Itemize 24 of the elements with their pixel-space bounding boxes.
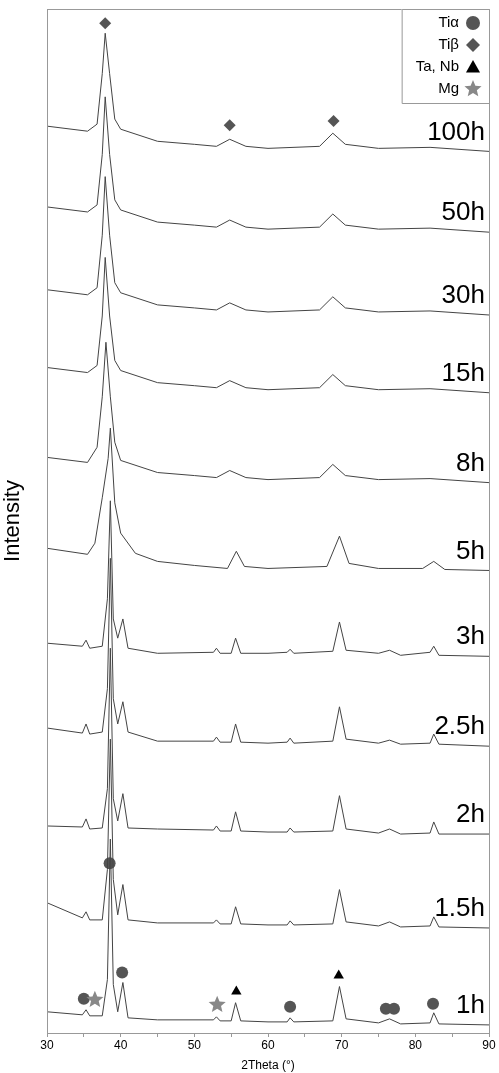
legend-label: Tiβ bbox=[438, 35, 460, 53]
x-tick-label: 80 bbox=[408, 1037, 423, 1052]
y-axis-title: Intensity bbox=[0, 480, 25, 562]
series-label: 5h bbox=[456, 534, 485, 565]
series-label: 2.5h bbox=[434, 710, 485, 741]
x-tick-label: 60 bbox=[261, 1037, 275, 1052]
x-axis-title: 2Theta (°) bbox=[241, 1058, 295, 1073]
series-label: 100h bbox=[427, 115, 485, 146]
legend-label: Ta, Nb bbox=[415, 57, 459, 75]
series-label: 8h bbox=[456, 446, 485, 477]
series-label: 15h bbox=[441, 356, 485, 387]
x-tick-label: 30 bbox=[40, 1037, 54, 1052]
series-label: 50h bbox=[441, 196, 485, 227]
series-label: 1.5h bbox=[434, 892, 485, 923]
legend-label: Mg bbox=[438, 79, 459, 97]
series-label: 3h bbox=[456, 620, 485, 651]
legend-label: Tiα bbox=[438, 13, 460, 31]
x-tick-label: 70 bbox=[334, 1037, 349, 1052]
x-tick-label: 50 bbox=[187, 1037, 202, 1052]
series-label: 1h bbox=[456, 989, 485, 1020]
x-tick-label: 90 bbox=[482, 1037, 496, 1052]
series-label: 30h bbox=[441, 279, 485, 310]
x-tick-label: 40 bbox=[113, 1037, 128, 1052]
series-label: 2h bbox=[456, 798, 485, 829]
